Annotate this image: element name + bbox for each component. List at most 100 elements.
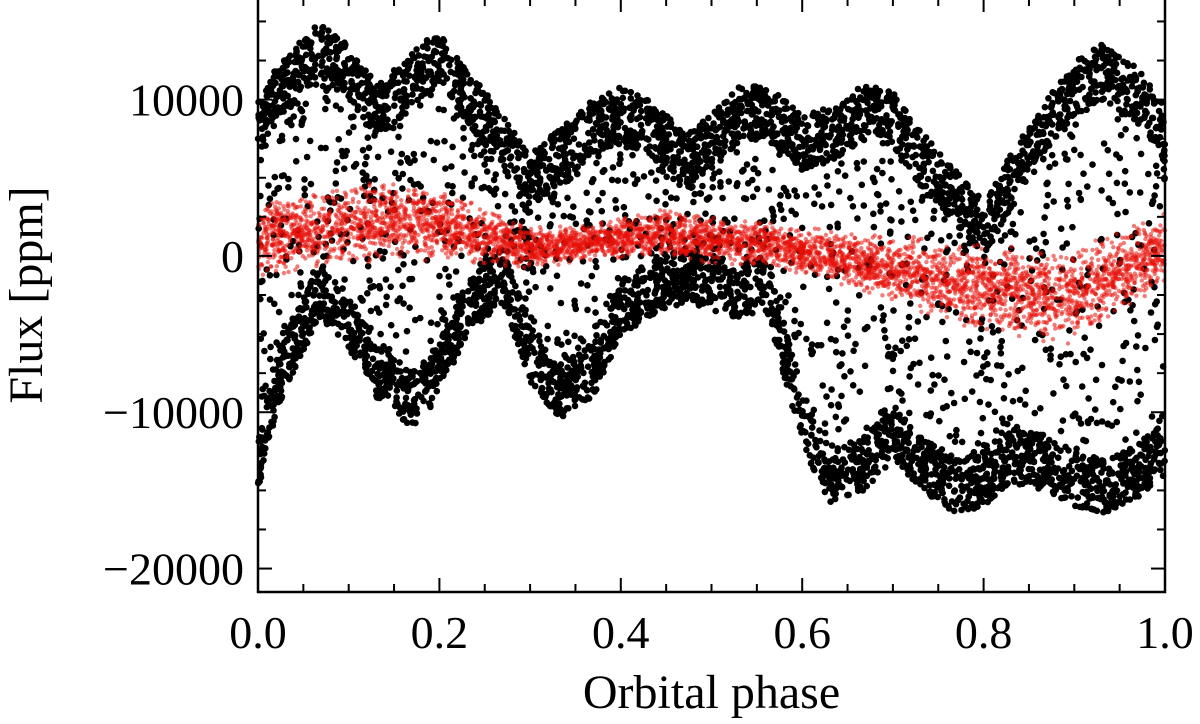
black-point — [924, 448, 932, 455]
black-point — [738, 103, 745, 111]
black-point — [330, 62, 337, 69]
black-point — [828, 442, 836, 449]
black-point — [899, 153, 906, 161]
black-point — [546, 173, 553, 181]
black-point — [363, 153, 370, 161]
black-point — [377, 124, 385, 131]
black-point — [639, 266, 646, 274]
black-point — [878, 448, 886, 455]
black-point — [333, 55, 340, 63]
black-point — [1055, 474, 1063, 482]
black-point — [458, 252, 465, 260]
black-point — [633, 115, 641, 123]
black-point — [835, 403, 843, 411]
black-point — [846, 477, 854, 485]
black-point — [785, 292, 792, 299]
black-point — [958, 438, 966, 446]
black-point — [612, 319, 619, 327]
black-point — [1105, 170, 1113, 178]
black-point — [858, 181, 866, 189]
black-point — [986, 198, 994, 205]
black-point — [946, 173, 954, 181]
black-point — [354, 320, 362, 328]
black-point — [1016, 396, 1024, 404]
black-point — [299, 306, 306, 314]
black-point — [585, 129, 592, 137]
black-point — [426, 361, 433, 369]
black-point — [592, 322, 599, 330]
black-point — [1122, 208, 1129, 216]
black-point — [399, 185, 406, 192]
black-point — [557, 299, 565, 307]
black-point — [397, 159, 404, 166]
black-point — [264, 130, 272, 137]
black-point — [439, 36, 447, 43]
black-point — [769, 139, 777, 147]
black-point — [1117, 131, 1125, 139]
black-point — [1006, 414, 1014, 422]
black-point — [828, 481, 835, 489]
black-point — [973, 196, 981, 203]
black-point — [535, 332, 543, 340]
black-point — [839, 350, 846, 357]
black-point — [930, 148, 938, 156]
black-point — [1132, 493, 1139, 500]
black-point — [324, 97, 331, 105]
black-point — [259, 277, 266, 285]
black-point — [774, 92, 782, 99]
black-point — [685, 178, 693, 185]
black-point — [960, 358, 968, 366]
black-point — [609, 164, 617, 171]
black-point — [703, 276, 710, 284]
black-point — [329, 297, 337, 305]
black-point — [1000, 419, 1007, 427]
black-point — [589, 126, 597, 133]
black-point — [870, 223, 878, 231]
black-point — [1122, 126, 1129, 133]
black-point — [365, 144, 373, 152]
black-point — [648, 169, 655, 176]
black-point — [269, 366, 277, 373]
black-point — [312, 301, 320, 308]
black-point — [898, 204, 905, 211]
black-point — [1037, 405, 1044, 412]
black-point — [914, 381, 922, 388]
black-point — [550, 360, 558, 367]
black-point — [305, 286, 312, 293]
black-point — [1057, 427, 1065, 435]
black-point — [634, 176, 641, 183]
black-point — [1086, 456, 1094, 464]
black-point — [499, 287, 507, 295]
black-point — [653, 197, 660, 205]
black-point — [1148, 413, 1156, 420]
black-point — [482, 123, 490, 131]
black-point — [416, 369, 424, 377]
black-point — [411, 316, 419, 324]
black-point — [423, 54, 431, 61]
black-point — [377, 330, 384, 338]
black-point — [403, 327, 411, 335]
black-point — [1036, 444, 1043, 452]
black-point — [712, 307, 719, 315]
black-point — [976, 466, 983, 473]
black-point — [340, 86, 347, 94]
black-point — [605, 90, 613, 97]
black-point — [863, 424, 870, 432]
black-point — [1098, 361, 1106, 369]
black-point — [847, 194, 854, 202]
black-point — [1056, 361, 1063, 368]
black-point — [767, 271, 774, 278]
black-point — [263, 403, 271, 411]
black-point — [939, 318, 946, 326]
black-point — [467, 102, 475, 110]
black-point — [603, 130, 610, 138]
black-point — [825, 107, 833, 114]
black-point — [271, 413, 278, 421]
black-point — [521, 360, 528, 368]
black-point — [400, 261, 407, 268]
black-point — [579, 337, 587, 345]
black-point — [608, 312, 615, 320]
black-point — [562, 178, 570, 185]
black-point — [937, 159, 945, 166]
